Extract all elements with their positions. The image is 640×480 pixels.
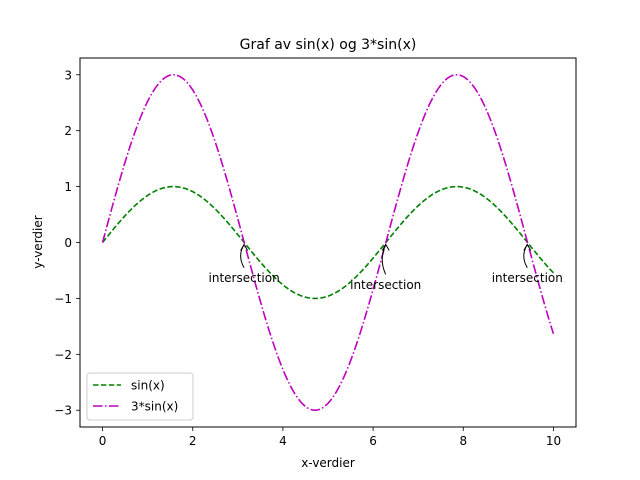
legend: sin(x) 3*sin(x) bbox=[86, 372, 194, 421]
legend-label: sin(x) bbox=[131, 379, 165, 393]
series-line-2 bbox=[101, 73, 555, 412]
y-tick-label: 0 bbox=[64, 236, 72, 250]
annotation-label: intersection bbox=[492, 271, 563, 285]
x-tick-label: 0 bbox=[99, 434, 107, 448]
annotation-arrowhead bbox=[240, 243, 249, 251]
y-axis: −3 −2 −1 0 1 2 3 bbox=[54, 68, 80, 418]
annotation-arrowhead bbox=[523, 243, 532, 251]
y-tick-label: 3 bbox=[64, 68, 72, 82]
series-layer bbox=[101, 73, 555, 412]
annotation-layer: intersection intersection intersection bbox=[209, 243, 563, 292]
annotation-label: intersection bbox=[209, 271, 280, 285]
x-axis-label: x-verdier bbox=[301, 456, 355, 470]
y-tick-label: −1 bbox=[54, 292, 72, 306]
series-line-1 bbox=[101, 185, 555, 300]
y-tick-label: −2 bbox=[54, 348, 72, 362]
legend-label: 3*sin(x) bbox=[131, 400, 178, 414]
x-tick-label: 8 bbox=[459, 434, 467, 448]
x-tick-label: 6 bbox=[369, 434, 377, 448]
y-tick-label: 2 bbox=[64, 124, 72, 138]
y-axis-label: y-verdier bbox=[31, 215, 45, 268]
chart-title: Graf av sin(x) og 3*sin(x) bbox=[240, 37, 417, 53]
x-tick-label: 4 bbox=[279, 434, 287, 448]
x-tick-label: 2 bbox=[189, 434, 197, 448]
y-tick-label: −3 bbox=[54, 404, 72, 418]
x-axis: 0 2 4 6 8 10 bbox=[99, 427, 561, 448]
annotation-label: intersection bbox=[350, 278, 421, 292]
annotation-arrowhead bbox=[381, 243, 390, 251]
x-tick-label: 10 bbox=[546, 434, 561, 448]
y-tick-label: 1 bbox=[64, 180, 72, 194]
